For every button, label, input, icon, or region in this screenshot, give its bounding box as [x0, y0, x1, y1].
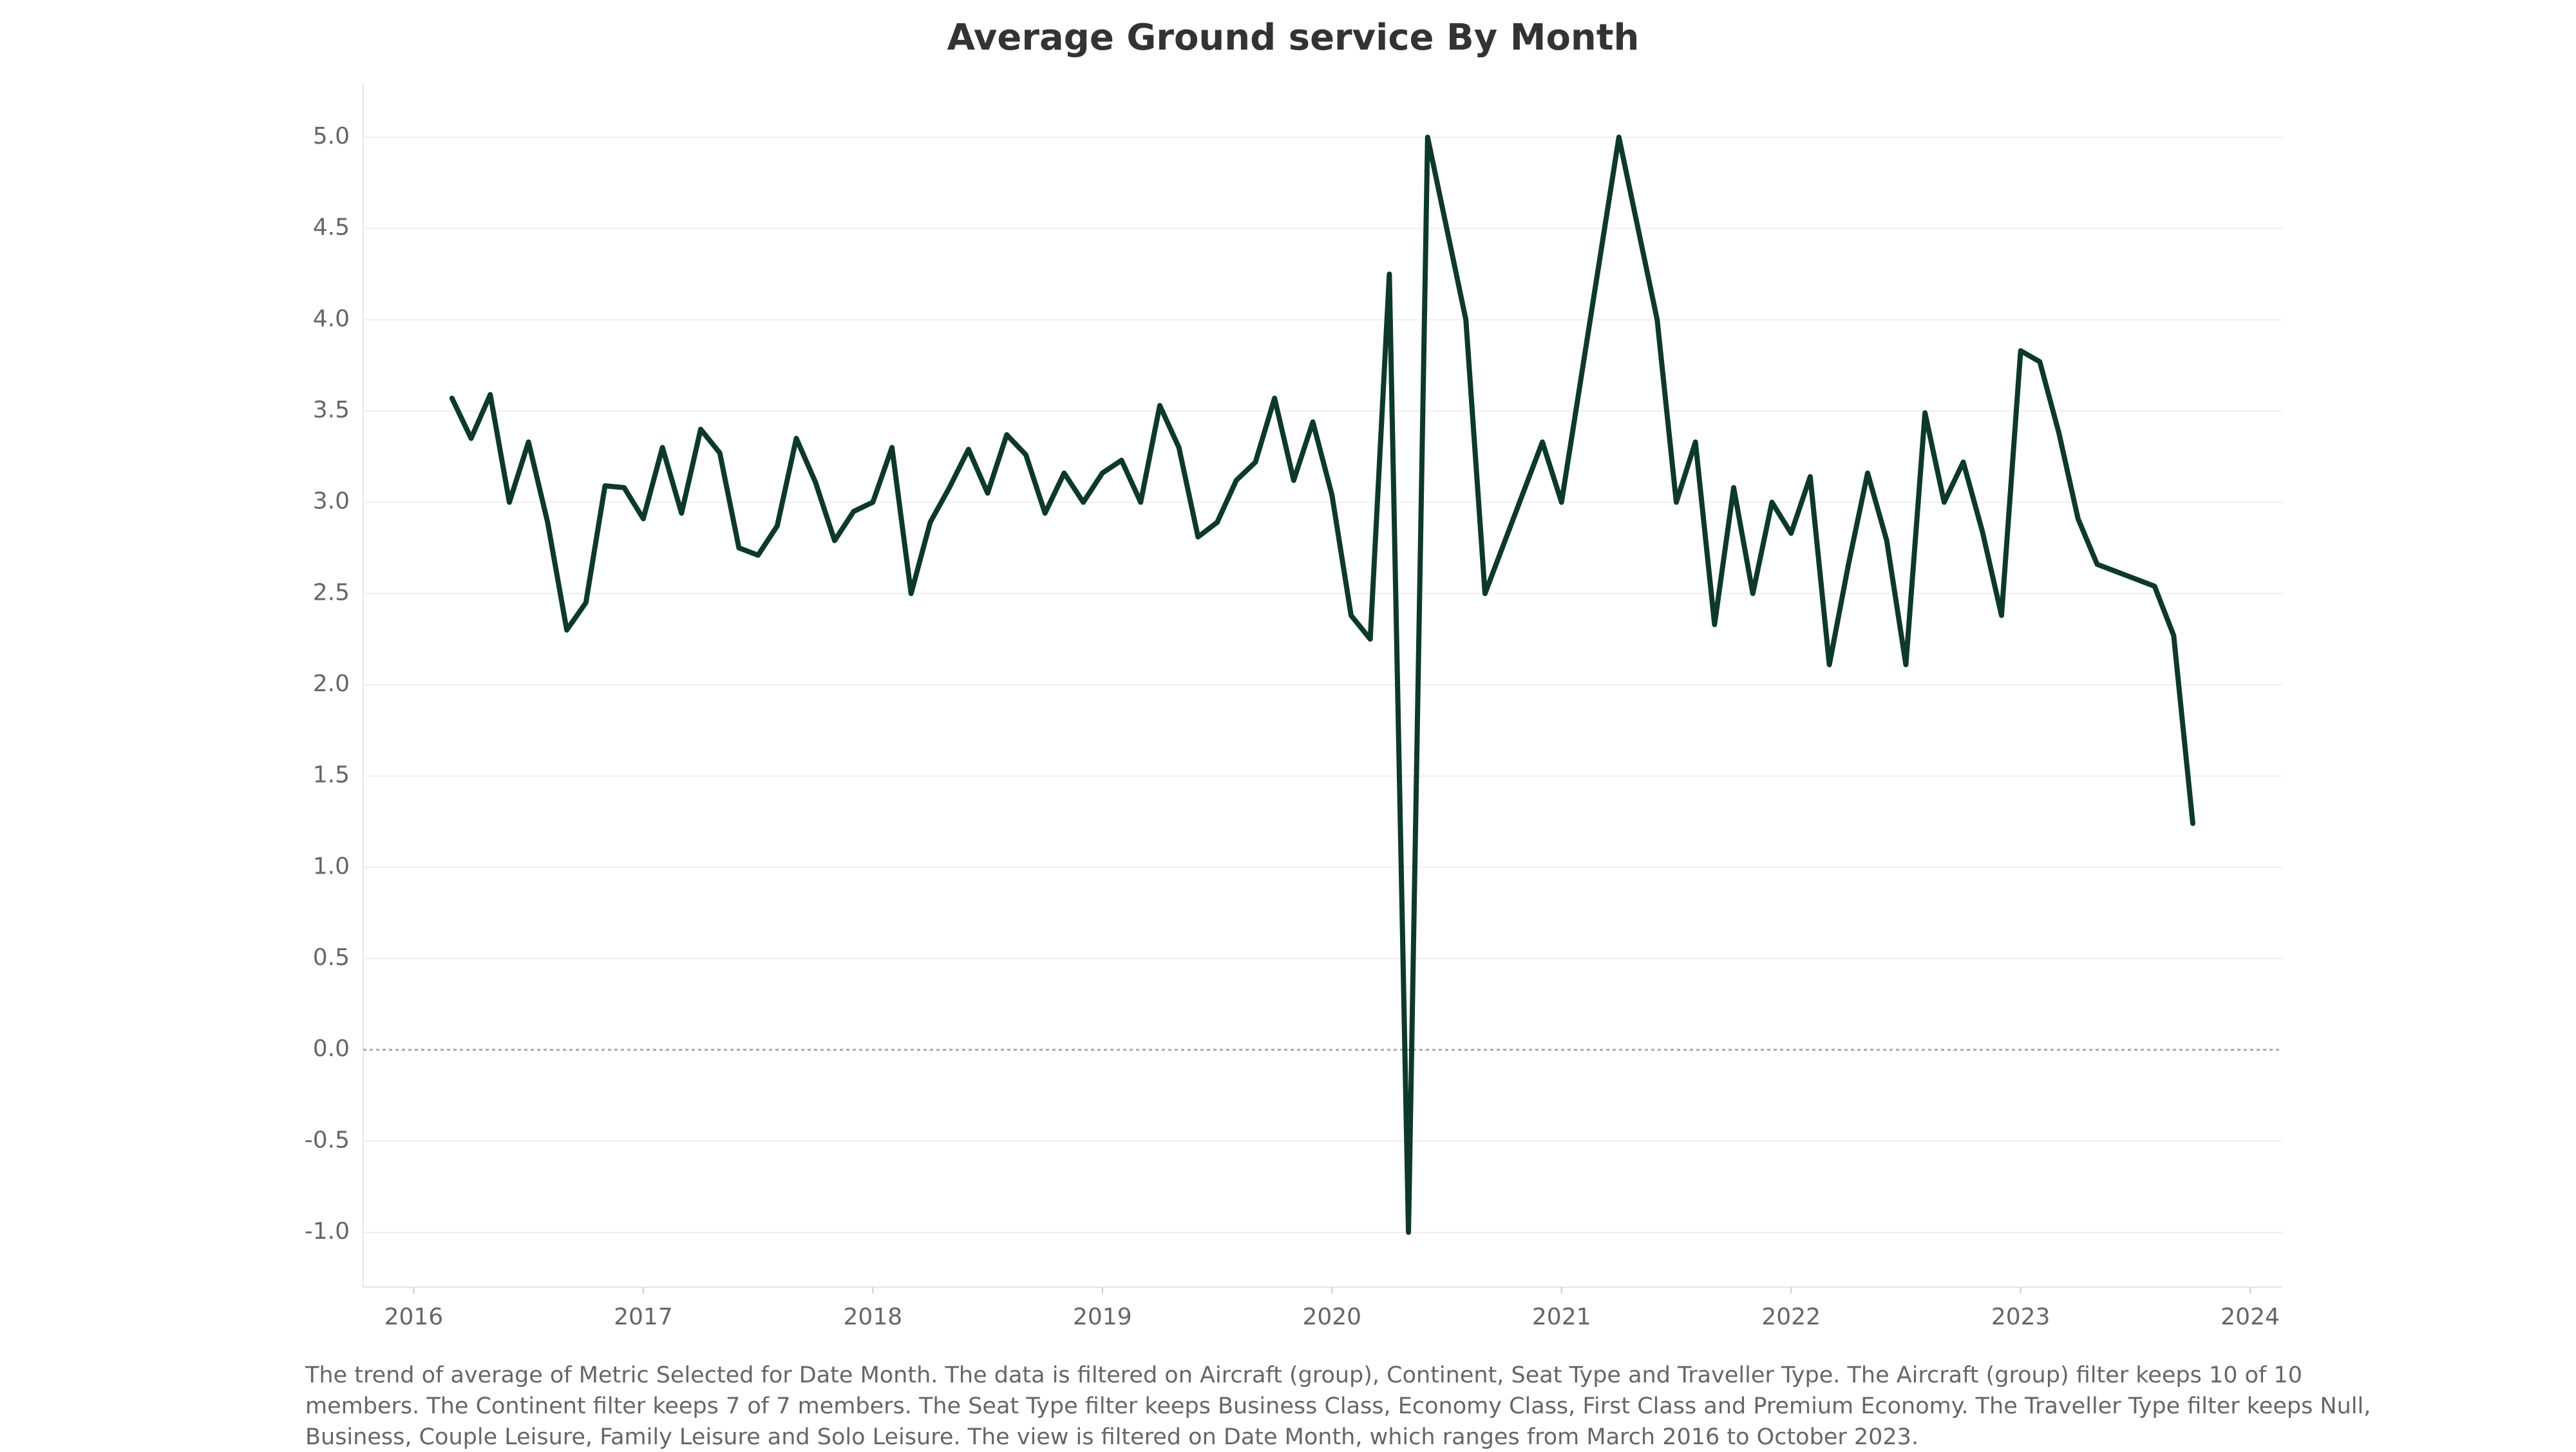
x-tick-label: 2023 — [1991, 1304, 2050, 1330]
caption: members. The Continent filter keeps 7 of… — [305, 1393, 2371, 1419]
y-tick-label: 4.5 — [313, 215, 350, 241]
y-tick-label: 0.5 — [313, 944, 350, 971]
y-tick-label: 1.5 — [313, 762, 350, 788]
chart-title: Average Ground service By Month — [947, 17, 1640, 59]
data-line — [449, 135, 2195, 1235]
x-tick-label: 2018 — [844, 1304, 903, 1330]
y-tick-label: 2.0 — [313, 671, 350, 697]
y-tick-label: 4.0 — [313, 305, 350, 332]
y-tick-label: -0.5 — [305, 1127, 350, 1153]
x-tick-label: 2024 — [2221, 1304, 2280, 1330]
x-tick-label: 2019 — [1073, 1304, 1132, 1330]
x-tick-label: 2017 — [614, 1304, 673, 1330]
x-tick-label: 2022 — [1761, 1304, 1821, 1330]
y-tick-label: 5.0 — [313, 123, 350, 149]
x-tick-label: 2016 — [384, 1304, 444, 1330]
y-tick-label: 3.0 — [313, 488, 350, 515]
x-tick-label: 2020 — [1302, 1304, 1361, 1330]
y-tick-label: 0.0 — [313, 1036, 350, 1062]
y-tick-label: 1.0 — [313, 853, 350, 879]
caption: The trend of average of Metric Selected … — [305, 1362, 2302, 1388]
y-tick-label: -1.0 — [305, 1218, 350, 1245]
caption: Business, Couple Leisure, Family Leisure… — [305, 1424, 1918, 1449]
y-tick-label: 3.5 — [313, 397, 350, 423]
y-tick-label: 2.5 — [313, 579, 350, 606]
x-tick-label: 2021 — [1532, 1304, 1591, 1330]
